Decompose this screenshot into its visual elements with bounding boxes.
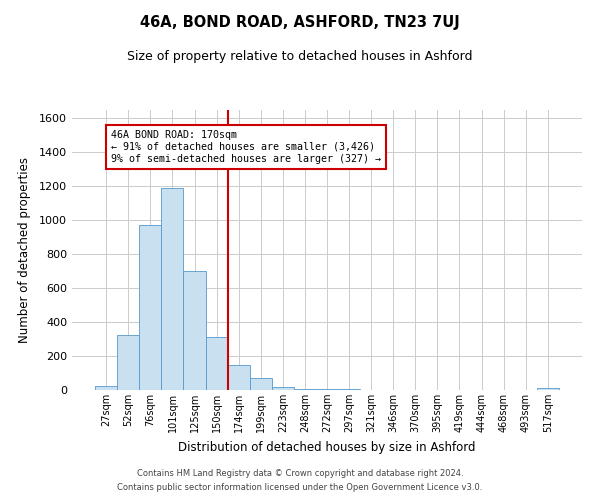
Text: Contains HM Land Registry data © Crown copyright and database right 2024.: Contains HM Land Registry data © Crown c… <box>137 468 463 477</box>
Bar <box>95 386 117 390</box>
Bar <box>272 386 294 390</box>
Bar <box>227 364 250 390</box>
Bar <box>139 224 161 390</box>
Text: 46A, BOND ROAD, ASHFORD, TN23 7UJ: 46A, BOND ROAD, ASHFORD, TN23 7UJ <box>140 15 460 30</box>
Bar <box>316 389 338 390</box>
Bar <box>250 378 272 390</box>
Bar <box>294 389 316 390</box>
Text: 46A BOND ROAD: 170sqm
← 91% of detached houses are smaller (3,426)
9% of semi-de: 46A BOND ROAD: 170sqm ← 91% of detached … <box>110 130 380 164</box>
Text: Size of property relative to detached houses in Ashford: Size of property relative to detached ho… <box>127 50 473 63</box>
Bar <box>161 188 184 390</box>
Bar <box>206 338 227 390</box>
Text: Contains public sector information licensed under the Open Government Licence v3: Contains public sector information licen… <box>118 484 482 492</box>
Y-axis label: Number of detached properties: Number of detached properties <box>17 157 31 343</box>
Bar <box>117 335 139 390</box>
Bar <box>537 388 559 390</box>
Bar <box>184 271 206 390</box>
X-axis label: Distribution of detached houses by size in Ashford: Distribution of detached houses by size … <box>178 440 476 454</box>
Bar <box>338 389 360 390</box>
